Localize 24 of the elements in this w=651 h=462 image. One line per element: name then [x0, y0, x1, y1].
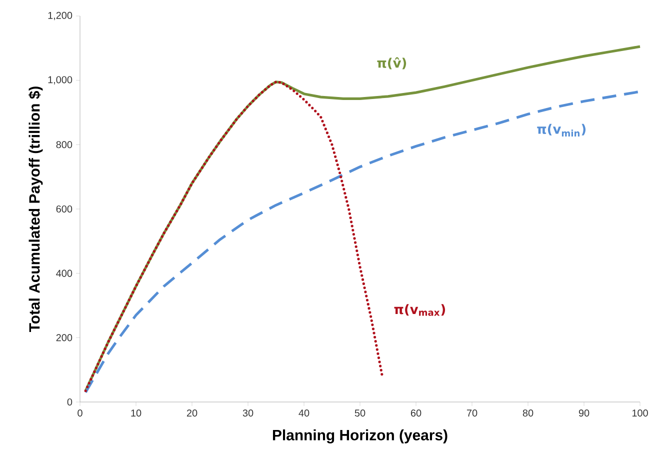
x-tick-label: 30 — [242, 410, 254, 417]
x-tick-label: 10 — [131, 410, 142, 417]
x-tick-label: 90 — [578, 410, 590, 417]
y-tick-label: 1,200 — [48, 12, 72, 20]
series-label: π(v$_{max}$) — [394, 304, 446, 316]
x-tick-label: 20 — [186, 410, 198, 417]
series-label: π(v̂) — [377, 57, 406, 70]
y-tick-label: 400 — [56, 270, 72, 277]
series-label: π(v$_{min}$) — [537, 124, 586, 136]
y-tick-label: 600 — [56, 205, 72, 213]
x-tick-label: 40 — [298, 410, 310, 417]
x-axis-title: Planning Horizon (years) — [272, 429, 448, 444]
y-axis-title: Total Acumulated Payoff (trillion $) — [28, 86, 43, 332]
x-tick-label: 60 — [410, 410, 422, 417]
y-tick-label: 200 — [56, 334, 72, 342]
y-tick-label: 800 — [56, 141, 72, 148]
x-tick-label: 80 — [522, 410, 534, 417]
y-tick-label: 0 — [67, 398, 72, 406]
x-tick-label: 50 — [354, 410, 366, 417]
x-tick-label: 70 — [466, 410, 478, 417]
x-tick-label: 0 — [78, 410, 82, 417]
line-series — [84, 80, 384, 392]
y-tick-label: 1,000 — [48, 76, 72, 84]
x-tick-label: 100 — [632, 410, 648, 417]
